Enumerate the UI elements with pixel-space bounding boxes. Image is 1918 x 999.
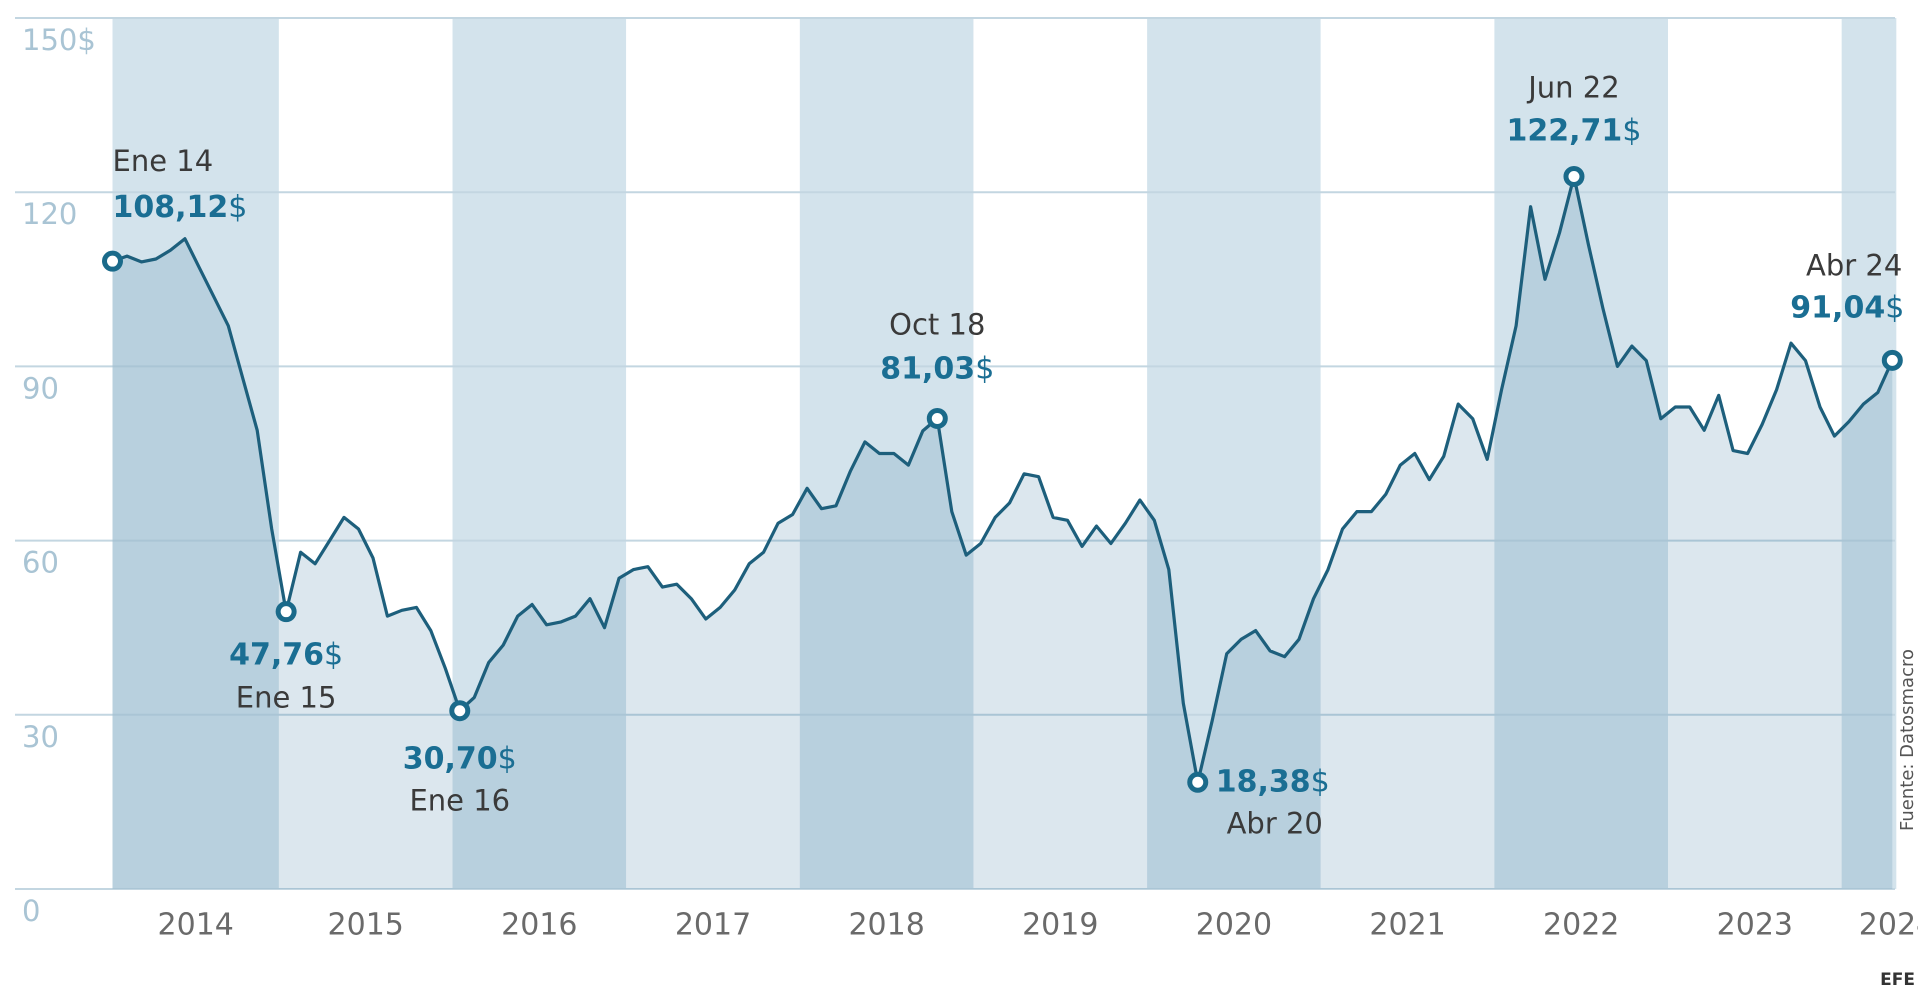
annotation-label: Jun 22 bbox=[1526, 70, 1619, 104]
value-label: 18,38 bbox=[1216, 764, 1311, 799]
y-tick-label: 60 bbox=[22, 546, 59, 580]
marker bbox=[449, 700, 471, 722]
x-tick-label: 2017 bbox=[675, 908, 751, 943]
unit: $ bbox=[975, 351, 994, 386]
marker bbox=[926, 407, 948, 429]
value-label: 81,03 bbox=[880, 351, 975, 386]
year-band bbox=[278, 18, 453, 889]
unit: $ bbox=[1311, 764, 1330, 799]
annotation-value: 81,03$ bbox=[880, 351, 994, 386]
labels: 2014 2015 2016 2017 2018 2019 2020 2021 2022 2023… bbox=[22, 23, 1918, 943]
marker bbox=[275, 601, 297, 623]
value-label: 91,04 bbox=[1790, 290, 1885, 325]
annotation-label: Ene 15 bbox=[236, 681, 337, 715]
value-label: 47,76 bbox=[229, 637, 324, 672]
y-tick-label: 120 bbox=[22, 197, 77, 231]
annotation-value: 91,04$ bbox=[1790, 290, 1904, 325]
y-tick-label: 90 bbox=[22, 371, 59, 405]
x-tick-label: 2014 bbox=[158, 908, 234, 943]
x-tick-label: 2020 bbox=[1196, 908, 1272, 943]
year-band bbox=[973, 18, 1148, 889]
year-band bbox=[112, 18, 279, 889]
unit: $ bbox=[498, 741, 517, 776]
x-tick-label: 2022 bbox=[1543, 908, 1619, 943]
y-tick-label: 30 bbox=[22, 720, 59, 754]
x-tick-label: 2015 bbox=[328, 908, 404, 943]
x-tick-label: 2024 bbox=[1859, 908, 1918, 943]
unit: $ bbox=[228, 190, 247, 225]
annotation-label: Ene 16 bbox=[409, 784, 510, 818]
x-tick-label: 2016 bbox=[501, 908, 577, 943]
marker bbox=[102, 250, 123, 272]
x-tick-label: 2018 bbox=[848, 908, 924, 943]
unit: $ bbox=[1885, 290, 1904, 325]
annotation-value: 30,70$ bbox=[403, 741, 517, 776]
credit: EFE bbox=[1880, 970, 1915, 990]
year-band bbox=[1147, 18, 1321, 889]
year-band bbox=[1841, 18, 1897, 889]
area bbox=[112, 176, 1893, 889]
year-band bbox=[452, 18, 627, 889]
grid bbox=[15, 17, 1895, 890]
year-band bbox=[1668, 18, 1842, 889]
y-tick-label: 150$ bbox=[22, 23, 96, 57]
marker bbox=[1881, 349, 1903, 371]
marker bbox=[1563, 165, 1585, 187]
unit: $ bbox=[324, 637, 343, 672]
year-band bbox=[1320, 18, 1495, 889]
line bbox=[111, 174, 1894, 784]
x-tick-label: 2019 bbox=[1022, 908, 1098, 943]
annotation-label: Ene 14 bbox=[113, 144, 214, 178]
annotation-label: Abr 24 bbox=[1806, 248, 1902, 282]
annotation-label: Oct 18 bbox=[889, 307, 985, 341]
marker bbox=[1187, 771, 1209, 793]
value-label: 122,71 bbox=[1507, 113, 1623, 148]
annotation-value: 18,38$ bbox=[1216, 764, 1330, 799]
value-label: 108,12 bbox=[113, 190, 229, 225]
x-tick-label: 2023 bbox=[1717, 908, 1793, 943]
annotation-value: 108,12$ bbox=[113, 190, 248, 225]
plot bbox=[111, 174, 1894, 889]
annotation-label: Abr 20 bbox=[1227, 806, 1323, 840]
year-band bbox=[626, 18, 800, 889]
x-tick-label: 2021 bbox=[1369, 908, 1445, 943]
y-tick-label: 0 bbox=[22, 894, 40, 928]
unit: $ bbox=[1622, 113, 1641, 148]
annotation-value: 122,71$ bbox=[1507, 113, 1642, 148]
annotation-value: 47,76$ bbox=[229, 637, 343, 672]
year-band bbox=[1494, 18, 1669, 889]
value-label: 30,70 bbox=[403, 741, 498, 776]
source: Fuente: Datosmacro bbox=[1897, 649, 1918, 831]
